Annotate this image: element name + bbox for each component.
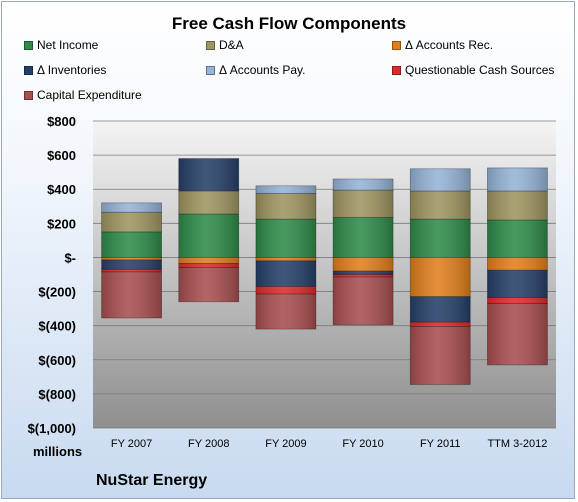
y-tick-label: $800 (47, 114, 76, 129)
y-tick-label: $(800) (38, 387, 76, 402)
legend-swatch (206, 41, 215, 50)
bar-shading (255, 185, 316, 194)
bar-shading (178, 213, 239, 258)
bar-shading (255, 193, 316, 220)
legend-label: Capital Expenditure (37, 88, 142, 102)
x-tick-label: FY 2010 (342, 438, 383, 450)
bar-shading (487, 190, 548, 220)
x-tick-label: FY 2008 (188, 438, 229, 450)
legend-item: Δ Accounts Rec. (392, 38, 493, 52)
bar-shading (410, 257, 471, 297)
legend-label: Questionable Cash Sources (405, 63, 555, 77)
bar-shading (101, 202, 162, 213)
bar-shading (178, 267, 239, 302)
y-tick-label: $600 (47, 148, 76, 163)
bar-shading (178, 263, 239, 268)
bar-shading (333, 277, 394, 325)
bar-shading (101, 231, 162, 258)
y-tick-label: $200 (47, 216, 76, 231)
bar-shading (101, 257, 162, 261)
legend-item: Δ Inventories (24, 63, 106, 77)
legend-label: D&A (219, 38, 244, 52)
bar-shading (487, 257, 548, 271)
bar-shading (333, 190, 394, 218)
bar-shading (101, 212, 162, 232)
bar-shading (333, 217, 394, 258)
bar-shading (178, 257, 239, 264)
bar-shading (410, 190, 471, 220)
bar-shading (178, 158, 239, 191)
bar-shading (487, 270, 548, 298)
legend-item: Questionable Cash Sources (392, 63, 554, 77)
bar-shading (410, 296, 471, 323)
bar-shading (255, 286, 316, 295)
y-tick-label: $(600) (38, 353, 76, 368)
bar-shading (101, 269, 162, 272)
plot-area (93, 121, 556, 428)
bar-shading (101, 260, 162, 270)
x-tick-label: TTM 3-2012 (487, 438, 547, 450)
bar-shading (255, 257, 316, 261)
legend-label: Δ Inventories (37, 63, 107, 77)
bar-shading (333, 178, 394, 191)
legend-label: Δ Accounts Pay. (219, 63, 306, 77)
legend-swatch (24, 41, 33, 50)
legend-item: Δ Accounts Pay. (206, 63, 306, 77)
bar-shading (487, 219, 548, 258)
bar-shading (255, 219, 316, 258)
units-label: millions (33, 444, 83, 459)
legend-swatch (206, 66, 215, 75)
bar-shading (255, 294, 316, 330)
legend-item: Net Income (24, 38, 98, 52)
x-tick-label: FY 2009 (265, 438, 306, 450)
bar-shading (487, 297, 548, 304)
bar-shading (410, 168, 471, 191)
company-name: NuStar Energy (96, 472, 208, 489)
legend-swatch (24, 66, 33, 75)
y-tick-label: $(1,000) (28, 421, 76, 436)
bar-shading (410, 326, 471, 385)
legend-item: Capital Expenditure (24, 88, 142, 102)
bar-shading (410, 322, 471, 327)
bar-shading (255, 260, 316, 287)
bar-shading (178, 190, 239, 214)
x-tick-label: FY 2007 (111, 438, 152, 450)
bar-shading (333, 274, 394, 278)
bar-shading (333, 257, 394, 272)
legend-label: Δ Accounts Rec. (405, 38, 494, 52)
bar-shading (101, 271, 162, 318)
chart-title: Free Cash Flow Components (171, 14, 407, 33)
bar-shading (487, 167, 548, 191)
legend-item: D&A (206, 38, 244, 52)
legend-swatch (24, 91, 33, 100)
y-tick-label: $(400) (38, 319, 76, 334)
y-tick-label: $- (64, 250, 76, 265)
legend-swatch (392, 41, 401, 50)
legend-swatch (392, 66, 401, 75)
y-tick-label: $400 (47, 182, 76, 197)
bar-shading (487, 303, 548, 365)
bar-shading (333, 271, 394, 275)
x-tick-label: FY 2011 (420, 438, 461, 450)
y-tick-label: $(200) (38, 285, 76, 300)
legend-label: Net Income (37, 38, 99, 52)
bar-shading (410, 219, 471, 258)
